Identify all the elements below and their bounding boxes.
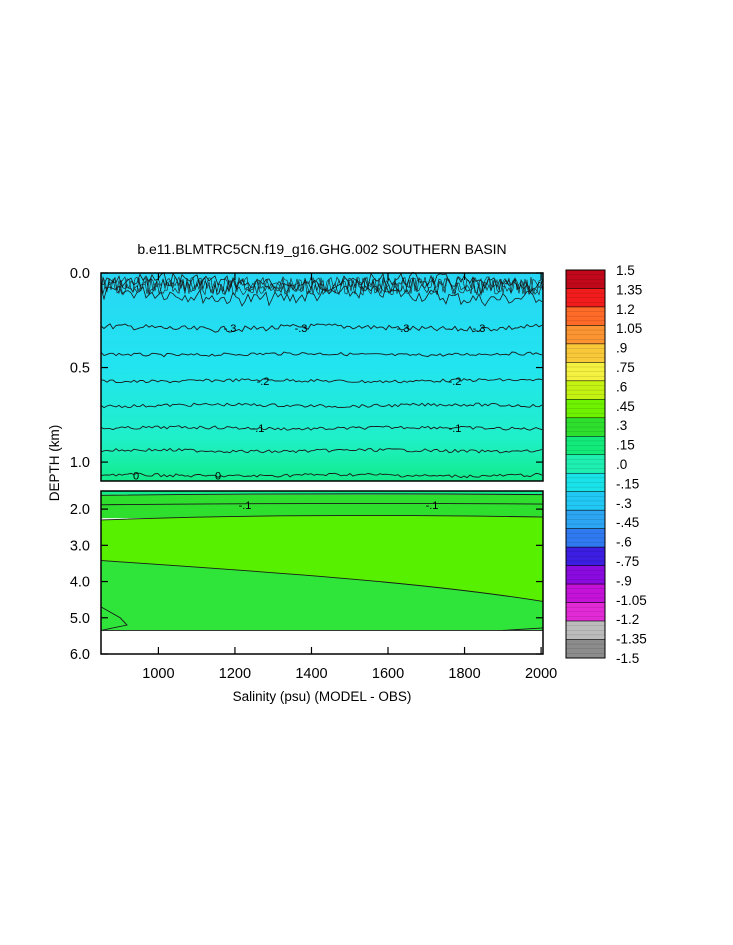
lower-contours: -.1 -.1	[100, 493, 544, 631]
fill-region	[101, 560, 543, 631]
contour-line	[100, 402, 543, 409]
contour-line	[100, 425, 543, 431]
fill-region	[101, 491, 543, 495]
contour-label: -.2	[257, 376, 270, 388]
contour-line	[100, 515, 544, 521]
y-tick-label: 6.0	[70, 647, 90, 663]
y-tick-label: 3.0	[70, 538, 90, 554]
y-tick-label: 0.0	[70, 266, 90, 282]
colorbar-label: -1.5	[616, 651, 639, 666]
contour-label: -.3	[397, 323, 410, 335]
colorbar-label: .15	[616, 438, 635, 453]
lower-fills	[101, 491, 543, 631]
lower-panel-frame	[100, 490, 544, 655]
y-tick-label: 2.0	[70, 502, 90, 518]
y-tick-label: 4.0	[70, 575, 90, 591]
y-tick-label: 0.5	[70, 361, 90, 377]
colorbar: 1.5 1.35 1.2 1.05 .9 .75 .6 .45 .3 .15 .0 -.15 -.3 -.…	[565, 263, 647, 666]
colorbar-frame	[565, 269, 606, 659]
contour-line	[100, 472, 543, 479]
contour-line	[100, 493, 544, 496]
contour-label: -.1	[239, 500, 252, 512]
x-tick-label: 1200	[219, 666, 251, 682]
contour-label: -.1	[252, 423, 265, 435]
contour-label: -.3	[473, 323, 486, 335]
y-tick-label: 5.0	[70, 611, 90, 627]
lower-panel: -.1 -.1	[100, 490, 544, 655]
x-tick-label: 1800	[448, 666, 480, 682]
contour-label: -.2	[449, 376, 462, 388]
contour-line	[100, 271, 543, 294]
colorbar-label: .45	[616, 399, 635, 414]
x-tick-label: 1400	[295, 666, 327, 682]
contour-line	[100, 323, 543, 333]
fill-region	[101, 494, 543, 519]
upper-panel: -.3 -.3 -.3 -.3 -.2 -.2 -.1 -.1 0 0	[100, 271, 544, 482]
contour-label: -.3	[295, 323, 308, 335]
x-axis: 1000 1200 1400 1600 1800 2000	[142, 273, 557, 682]
colorbar-label: -.75	[616, 554, 639, 569]
contour-line	[100, 284, 543, 307]
y-tick-label: 1.0	[70, 455, 90, 471]
contour-line	[100, 275, 544, 296]
colorbar-label: 1.5	[616, 263, 635, 278]
x-tick-label: 1000	[142, 666, 174, 682]
x-tick-label: 1600	[372, 666, 404, 682]
colorbar-label: -.6	[616, 535, 632, 550]
contour-line	[100, 351, 543, 358]
colorbar-label: -.15	[616, 476, 639, 491]
colorbar-label: -1.35	[616, 632, 647, 647]
contour-line	[100, 447, 543, 454]
x-tick-label: 2000	[525, 666, 557, 682]
colorbar-label: -.3	[616, 496, 632, 511]
contour-label: -.1	[426, 500, 439, 512]
contour-label: 0	[133, 470, 139, 482]
contour-line	[100, 560, 544, 602]
y-axis-lower: 2.0 3.0 4.0 5.0 6.0	[70, 502, 543, 663]
colorbar-label: .0	[616, 457, 627, 472]
colorbar-label: -1.05	[616, 593, 647, 608]
colorbar-label: -1.2	[616, 612, 639, 627]
colorbar-label: .75	[616, 360, 635, 375]
colorbar-label: 1.2	[616, 302, 635, 317]
x-axis-title: Salinity (psu) (MODEL - OBS)	[233, 689, 412, 704]
colorbar-label: -.9	[616, 573, 632, 588]
contour-line	[100, 378, 543, 384]
upper-contours: -.3 -.3 -.3 -.3 -.2 -.2 -.1 -.1 0 0	[100, 271, 544, 482]
y-axis-title: DEPTH (km)	[47, 425, 62, 502]
colorbar-label: .9	[616, 341, 627, 356]
chart-title: b.e11.BLMTRC5CN.f19_g16.GHG.002 SOUTHERN…	[137, 241, 506, 257]
contour-line	[100, 276, 544, 297]
contour-line	[100, 503, 544, 506]
colorbar-label: .3	[616, 418, 627, 433]
colorbar-label: 1.05	[616, 321, 642, 336]
y-axis-upper: 0.0 0.5 1.0	[70, 266, 543, 471]
colorbar-label: 1.35	[616, 282, 642, 297]
contour-label: 0	[215, 470, 221, 482]
upper-panel-frame	[100, 272, 544, 482]
contour-label: -.3	[224, 323, 237, 335]
upper-panel-fill	[101, 273, 543, 481]
contour-line	[100, 606, 128, 631]
colorbar-label: -.45	[616, 515, 639, 530]
colorbar-label: .6	[616, 379, 627, 394]
contour-label: -.1	[449, 423, 462, 435]
